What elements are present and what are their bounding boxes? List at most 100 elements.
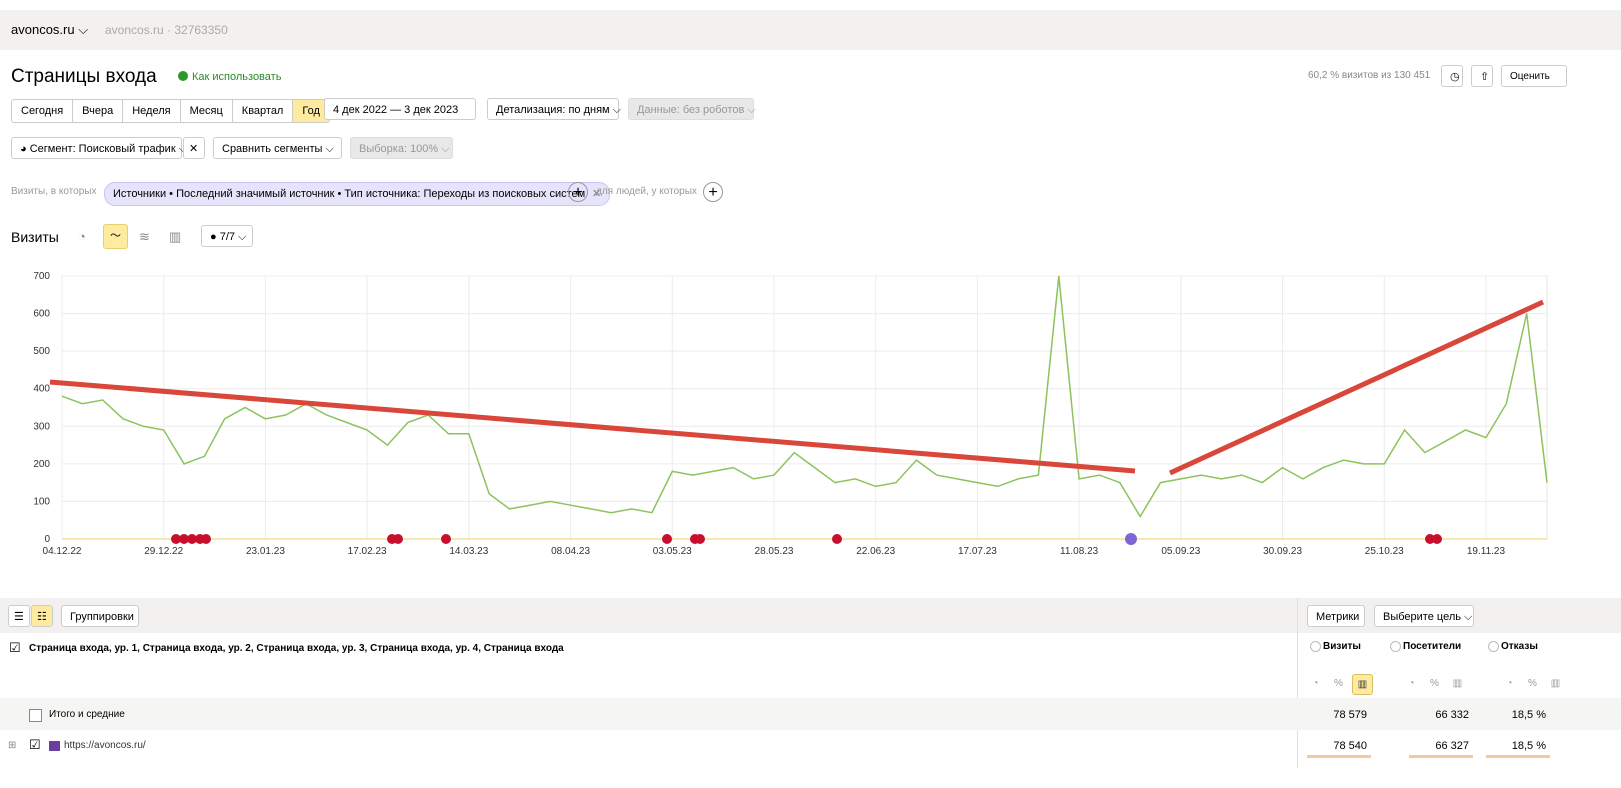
x-tick-label: 17.07.23 bbox=[958, 546, 997, 557]
column-view[interactable]: % bbox=[1334, 678, 1343, 689]
series-select[interactable]: ● 7/7 ⌵ bbox=[201, 225, 253, 247]
goal-text[interactable]: Выберите цель bbox=[1383, 611, 1461, 623]
period-button[interactable]: Вчера bbox=[73, 100, 124, 122]
data-filter-text[interactable]: Данные: без роботов bbox=[637, 104, 745, 116]
history-button[interactable]: ◷ bbox=[1441, 65, 1463, 87]
column-view[interactable]: % bbox=[1430, 678, 1439, 689]
favicon bbox=[49, 741, 60, 751]
x-tick-label: 17.02.23 bbox=[348, 546, 387, 557]
row-check[interactable]: ☑ bbox=[29, 737, 41, 752]
compare-button[interactable]: Сравнить сегменты ⌵ bbox=[213, 137, 342, 159]
row-url[interactable]: https://avoncos.ru/ bbox=[64, 740, 146, 751]
event-marker[interactable] bbox=[179, 534, 189, 544]
x-tick-label: 23.01.23 bbox=[246, 546, 285, 557]
add-user-filter[interactable]: + bbox=[703, 182, 723, 202]
row-check[interactable] bbox=[29, 709, 42, 722]
period-button[interactable]: Год bbox=[293, 100, 329, 122]
sample-text[interactable]: Выборка: 100% bbox=[359, 143, 439, 155]
site-selector[interactable]: avoncos.ru ⌵ bbox=[11, 22, 89, 37]
event-markers bbox=[171, 533, 1442, 545]
event-marker[interactable] bbox=[393, 534, 403, 544]
event-marker[interactable] bbox=[695, 534, 705, 544]
event-marker[interactable] bbox=[187, 534, 197, 544]
column-view[interactable]: ▥ bbox=[1452, 678, 1463, 689]
cell-bar bbox=[1486, 755, 1550, 758]
data-filter[interactable]: Данные: без роботов ⌵ bbox=[628, 98, 756, 120]
event-marker[interactable] bbox=[171, 534, 181, 544]
segment-select[interactable]: ◕ Сегмент: Поисковый трафик ⌵ bbox=[11, 137, 187, 159]
column-view[interactable]: ◔ bbox=[1408, 678, 1415, 689]
event-marker[interactable] bbox=[201, 534, 211, 544]
help-link[interactable]: Как использовать bbox=[178, 71, 281, 83]
x-tick-label: 25.10.23 bbox=[1365, 546, 1404, 557]
column-view[interactable]: ◔ bbox=[1312, 678, 1319, 689]
sample-select[interactable]: Выборка: 100% ⌵ bbox=[350, 137, 453, 159]
y-tick-label: 700 bbox=[33, 271, 50, 282]
table-cell: 78 579 bbox=[1333, 709, 1367, 721]
y-tick-label: 300 bbox=[33, 421, 50, 432]
event-marker[interactable] bbox=[441, 534, 451, 544]
column-view[interactable]: ▥ bbox=[1352, 674, 1373, 695]
rate-button[interactable]: Оценить bbox=[1501, 65, 1567, 87]
event-marker[interactable] bbox=[1425, 534, 1435, 544]
export-button[interactable]: ⇧ bbox=[1471, 65, 1493, 87]
detail-select[interactable]: Детализация: по дням ⌵ bbox=[487, 98, 621, 120]
period-button[interactable]: Неделя bbox=[123, 100, 181, 122]
expand-row[interactable]: ⊞ bbox=[8, 740, 17, 751]
column-header: Визиты bbox=[1323, 641, 1361, 652]
table-cell: 18,5 % bbox=[1511, 709, 1546, 721]
list-view[interactable]: ☰ bbox=[8, 605, 30, 627]
column-header: Отказы bbox=[1501, 641, 1538, 652]
date-range-text[interactable]: 4 дек 2022 — 3 дек 2023 bbox=[333, 104, 459, 116]
filter-prefix: Визиты, в которых bbox=[11, 186, 97, 197]
column-help bbox=[1310, 641, 1321, 652]
note-marker[interactable] bbox=[1125, 533, 1137, 545]
trend-annotation bbox=[49, 379, 1136, 474]
add-filter[interactable]: + bbox=[568, 182, 588, 202]
pie-view[interactable]: ◔ bbox=[78, 229, 86, 244]
counter: avoncos.ru · 32763350 bbox=[105, 23, 228, 37]
compare-text[interactable]: Сравнить сегменты bbox=[222, 143, 323, 155]
table-cell: 78 540 bbox=[1333, 740, 1367, 752]
site-name[interactable]: avoncos.ru bbox=[11, 22, 75, 37]
filter-remove[interactable]: ✕ bbox=[591, 188, 602, 200]
filter-suffix: для людей, у которых bbox=[596, 186, 697, 197]
y-tick-label: 600 bbox=[33, 309, 50, 320]
segment-clear[interactable]: ✕ bbox=[183, 137, 205, 159]
period-button[interactable]: Квартал bbox=[233, 100, 294, 122]
detail-text[interactable]: Детализация: по дням bbox=[496, 104, 610, 116]
segment-text[interactable]: Сегмент: Поисковый трафик bbox=[29, 143, 176, 155]
column-divider bbox=[1297, 598, 1298, 768]
cell-bar bbox=[1409, 755, 1473, 758]
line-view[interactable]: 〜 bbox=[103, 224, 128, 249]
series-count[interactable]: 7/7 bbox=[219, 231, 235, 243]
period-button[interactable]: Месяц bbox=[181, 100, 233, 122]
event-marker[interactable] bbox=[1432, 534, 1442, 544]
column-view[interactable]: % bbox=[1528, 678, 1537, 689]
column-view[interactable]: ◔ bbox=[1506, 678, 1513, 689]
bar-view[interactable]: ▥ bbox=[169, 229, 182, 244]
area-view[interactable]: ≋ bbox=[139, 229, 150, 244]
x-tick-label: 14.03.23 bbox=[449, 546, 488, 557]
filter-condition[interactable]: Источники • Последний значимый источник … bbox=[113, 188, 586, 200]
header-check[interactable]: ☑ bbox=[9, 640, 21, 655]
metrics-button[interactable]: Метрики bbox=[1307, 605, 1365, 627]
help-text[interactable]: Как использовать bbox=[192, 71, 282, 83]
tree-view[interactable]: ☷ bbox=[31, 605, 53, 627]
column-view[interactable]: ▥ bbox=[1550, 678, 1561, 689]
table-cell: 66 327 bbox=[1435, 740, 1469, 752]
groupings-button[interactable]: Группировки bbox=[61, 605, 139, 627]
column-header: Посетители bbox=[1403, 641, 1462, 652]
date-range[interactable]: 4 дек 2022 — 3 дек 2023 bbox=[324, 98, 476, 120]
series-line bbox=[61, 275, 1548, 518]
goal-select[interactable]: Выберите цель ⌵ bbox=[1374, 605, 1474, 627]
period-button[interactable]: Сегодня bbox=[12, 100, 74, 122]
top-bar bbox=[0, 10, 1621, 50]
filter-pill[interactable]: Источники • Последний значимый источник … bbox=[104, 182, 611, 206]
dimension-header: Страница входа, ур. 1, Страница входа, у… bbox=[29, 643, 564, 654]
plot-area bbox=[61, 275, 1548, 540]
event-marker[interactable] bbox=[832, 534, 842, 544]
event-marker[interactable] bbox=[662, 534, 672, 544]
